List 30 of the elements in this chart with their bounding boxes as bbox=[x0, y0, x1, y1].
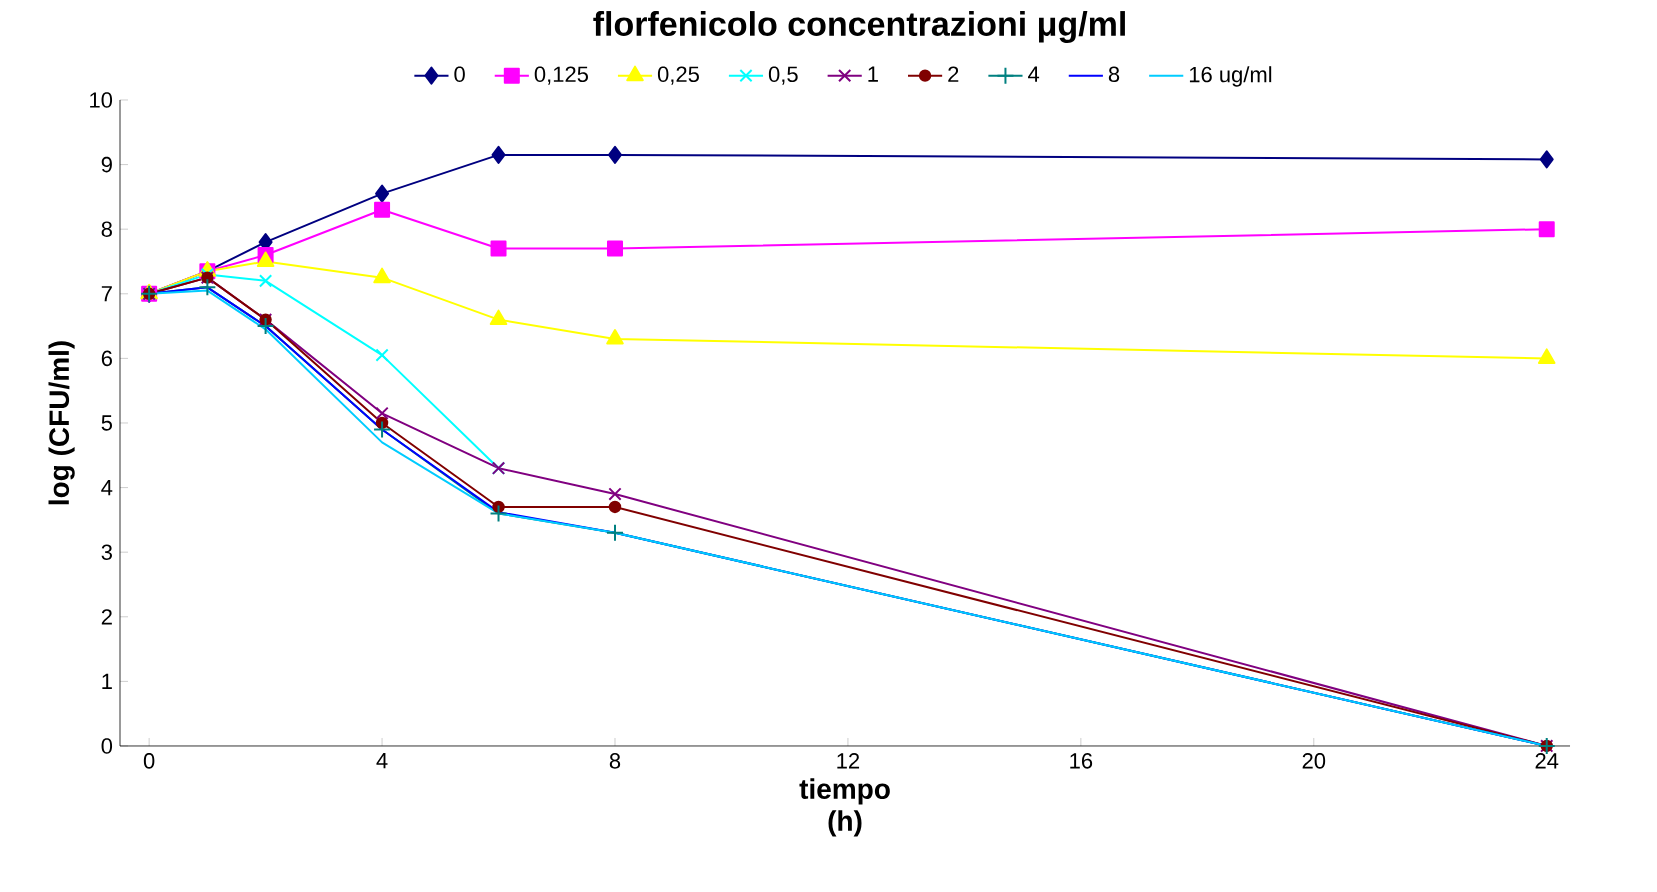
legend-label: 0 bbox=[454, 66, 465, 83]
y-tick-label: 4 bbox=[101, 480, 113, 496]
legend-label: 4 bbox=[1028, 66, 1040, 82]
legend-label: 2 bbox=[948, 66, 959, 82]
x-tick-label: 8 bbox=[609, 753, 621, 769]
legend-label: 8 bbox=[1108, 66, 1120, 83]
y-tick-label: 9 bbox=[101, 156, 112, 173]
legend-label: 0,5 bbox=[768, 66, 798, 85]
x-tick-label: 20 bbox=[1302, 753, 1326, 769]
y-tick-label: 10 bbox=[90, 92, 113, 108]
y-tick-label: 1 bbox=[102, 673, 112, 689]
y-tick-label: 6 bbox=[101, 350, 112, 367]
x-tick-label: 0 bbox=[143, 753, 155, 769]
x-tick-label: 16 bbox=[1070, 753, 1093, 769]
y-axis-title: log (CFU/ml) bbox=[48, 341, 75, 505]
legend-label: 16 ug/ml bbox=[1189, 66, 1272, 87]
x-tick-label: 4 bbox=[376, 753, 388, 769]
x-tick-label: 24 bbox=[1535, 753, 1559, 769]
legend-label: 0,25 bbox=[657, 66, 699, 85]
legend-label: 0,125 bbox=[534, 66, 588, 85]
y-tick-label: 8 bbox=[101, 221, 112, 237]
y-tick-label: 3 bbox=[101, 544, 112, 560]
x-axis-title: tiempo (h) bbox=[799, 778, 890, 837]
chart-title: florfenicolo concentrazioni μg/ml bbox=[593, 11, 1125, 43]
y-tick-label: 2 bbox=[101, 609, 112, 625]
y-tick-label: 0 bbox=[101, 738, 113, 754]
y-tick-label: 5 bbox=[101, 415, 112, 431]
legend-label: 1 bbox=[868, 66, 878, 82]
x-tick-label: 12 bbox=[837, 753, 860, 769]
y-tick-label: 7 bbox=[101, 286, 112, 302]
